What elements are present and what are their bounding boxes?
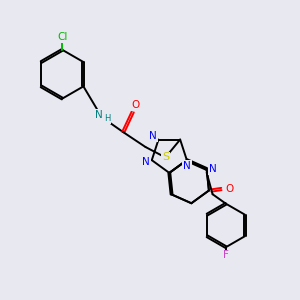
Text: S: S [162,152,169,162]
Text: Cl: Cl [57,32,68,42]
Text: N: N [209,164,217,174]
Text: F: F [223,250,229,260]
Text: N: N [183,161,191,171]
Text: O: O [131,100,139,110]
Text: H: H [104,114,111,123]
Text: O: O [225,184,233,194]
Text: N: N [149,131,157,141]
Text: N: N [142,157,150,167]
Text: N: N [95,110,103,120]
